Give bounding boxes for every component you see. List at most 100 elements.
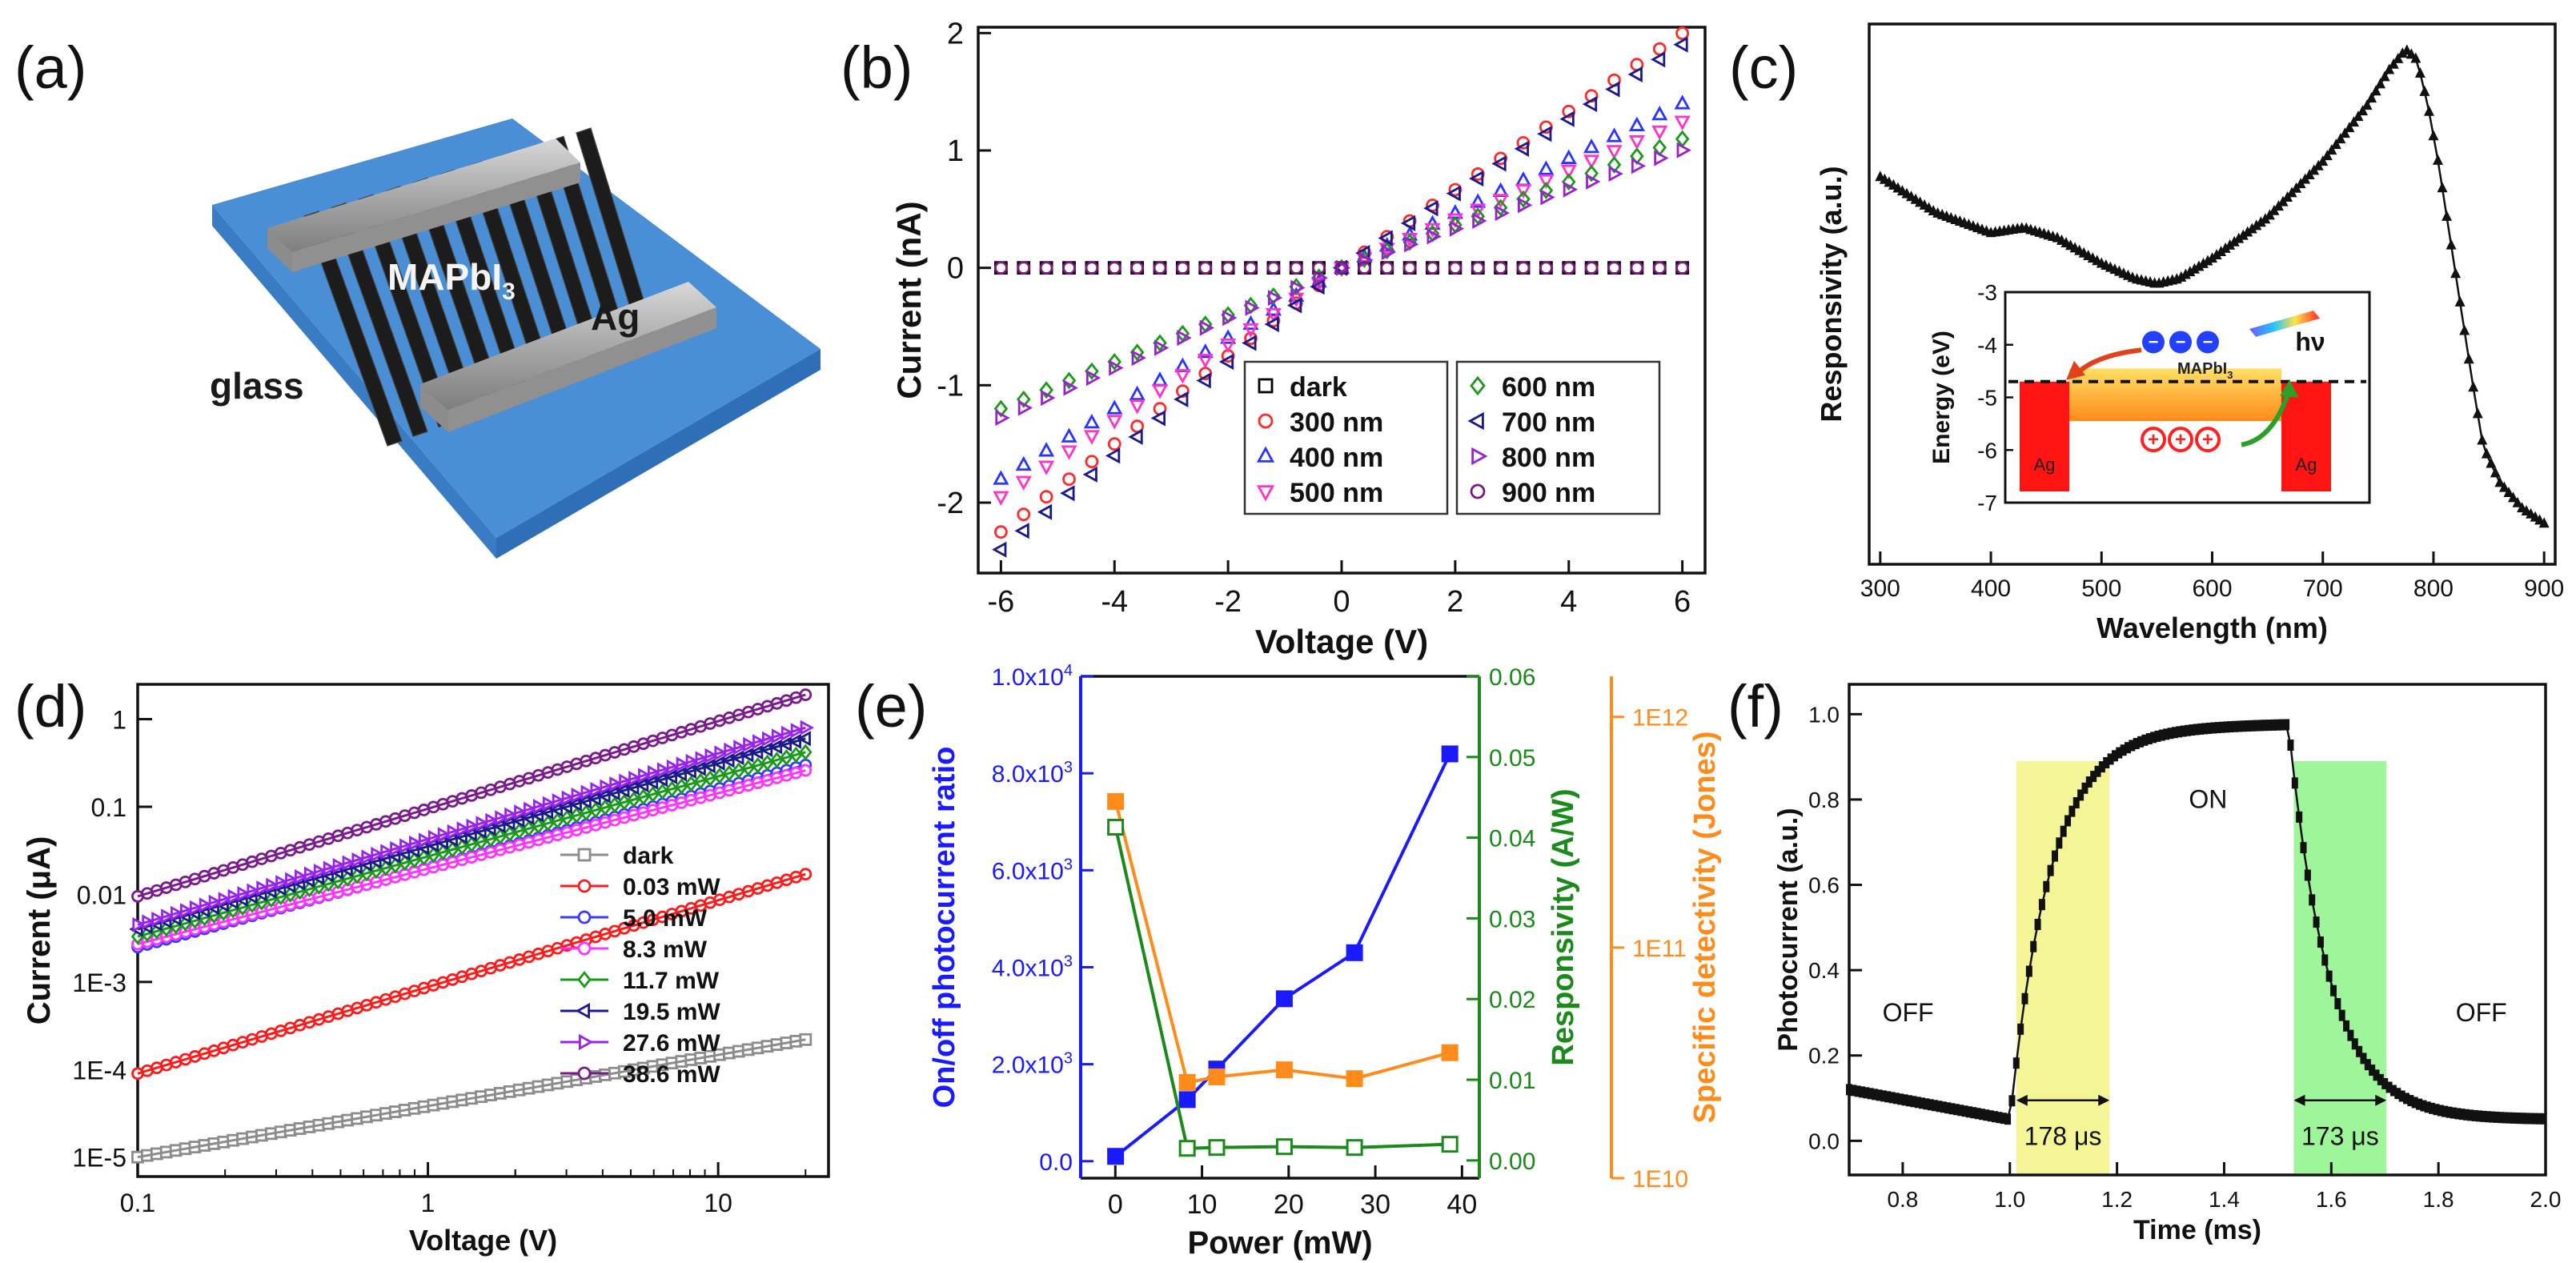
data-point [1061, 371, 1077, 390]
data-point [1402, 261, 1417, 275]
hole-sign: + [2148, 429, 2159, 451]
data-point [1153, 334, 1167, 352]
legend-label: 0.03 mW [623, 874, 720, 900]
data-point [1290, 279, 1306, 296]
data-point [1085, 261, 1099, 275]
series-line [137, 693, 806, 898]
electron [2197, 331, 2219, 354]
y-axis-label: Responsivity (a.u.) [1815, 166, 1848, 422]
data-point [1197, 343, 1214, 359]
data-point [1242, 335, 1257, 351]
data-point [1038, 442, 1055, 457]
tick-exponent: 4 [1064, 662, 1073, 680]
data-point [1063, 379, 1078, 396]
y-tick-label: 0.4 [1808, 958, 1840, 983]
data-point [1242, 315, 1259, 331]
data-point [1607, 155, 1622, 174]
data-point [1131, 350, 1146, 367]
data-point [1583, 138, 1600, 154]
left-y-tick-label: 2.0x103 [992, 1050, 1073, 1079]
data-point [1085, 362, 1099, 380]
data-point [1514, 140, 1529, 157]
data-point [1221, 261, 1235, 275]
perovskite-stripe [303, 210, 403, 447]
data-point [1378, 230, 1393, 247]
series-800-nm [995, 142, 1691, 427]
x-tick-label: 700 [2303, 575, 2343, 602]
x-tick-label: 0.1 [120, 1189, 155, 1217]
series-responsivity [1107, 819, 1459, 1157]
mid-y-tick-label: 0.05 [1489, 745, 1535, 772]
data-point [1606, 127, 1623, 142]
data-point [1039, 490, 1053, 504]
data-point [1516, 261, 1531, 275]
data-point [1448, 261, 1463, 275]
series-on-off-ratio [1107, 745, 1459, 1165]
panel-label-f: (f) [1727, 673, 1784, 740]
y-tick-label: 2 [947, 17, 964, 50]
band-label: MAPbI3 [2177, 360, 2233, 381]
x-tick-label: 1.6 [2316, 1187, 2347, 1212]
series-11.7-mW [130, 744, 813, 945]
data-point [1178, 1140, 1196, 1157]
data-point [1177, 330, 1192, 347]
data-point [1631, 158, 1647, 174]
tick-exponent: 3 [1064, 1050, 1073, 1068]
y-tick-label: 0.8 [1808, 788, 1840, 812]
left-y-tick-label: 0.0 [1039, 1149, 1073, 1176]
data-point [1471, 261, 1485, 275]
legend-marker [1256, 485, 1275, 502]
y-tick-label: 0.1 [91, 793, 126, 822]
chart-spectral-responsivity: 300 400 500 600 700 800 900 Wavelength (nm) Resp… [1815, 22, 2564, 644]
data-point [1196, 372, 1211, 389]
data-point [1516, 190, 1531, 208]
data-point [1607, 261, 1621, 275]
data-point [1178, 1073, 1196, 1091]
x-tick-label: 10 [1187, 1189, 1218, 1220]
series-line [137, 872, 806, 1075]
inset-y-tick-label: -6 [1977, 438, 1997, 463]
data-point [1563, 181, 1579, 198]
data-point [1174, 391, 1189, 408]
series-line [1880, 49, 2545, 525]
legend-label: 19.5 mW [623, 999, 720, 1025]
chart-transient-response: 0.8 1.0 1.2 1.4 1.6 1.8 2.0 0.0 0.2 0.4 0.6 0.8 1.0 T… [1773, 683, 2561, 1245]
data-point [1515, 171, 1532, 186]
data-point [1061, 427, 1077, 443]
data-point [1494, 261, 1508, 275]
tick-exponent: 3 [1064, 952, 1073, 970]
off-label-right: OFF [2456, 998, 2507, 1027]
data-point [1085, 370, 1101, 387]
right-y-axis-label: Specific detectivity (Jones) [1688, 732, 1722, 1124]
data-point [1105, 447, 1121, 464]
y-axis-label: Current (nA) [890, 201, 928, 399]
legend-label: 500 nm [1290, 478, 1383, 508]
series-line [1113, 800, 1451, 1085]
data-point [1275, 1061, 1293, 1079]
band-label-main: MAPbI [2177, 360, 2227, 378]
data-point [1242, 323, 1259, 339]
x-axis-label: Power (mW) [1187, 1225, 1372, 1261]
rise-time-label: 178 μs [2024, 1122, 2102, 1151]
y-tick-label: -2 [937, 487, 964, 520]
data-point [1380, 261, 1394, 275]
data-point [1674, 115, 1691, 130]
on-label: ON [2189, 785, 2227, 814]
data-point [1178, 1091, 1196, 1109]
data-point [1491, 155, 1507, 172]
x-tick-label: 600 [2192, 575, 2232, 602]
data-point [1605, 81, 1620, 98]
data-point [1017, 399, 1033, 416]
data-point [1336, 259, 1351, 276]
inset-y-axis-label: Energy (eV) [1928, 331, 1955, 464]
off-label-left: OFF [1883, 998, 1934, 1027]
panel-labels: (a) (b) (c) (d) (e) (f) [14, 34, 1798, 740]
perovskite-stripe [331, 202, 428, 437]
left-y-tick-label: 1.0x104 [992, 662, 1073, 691]
data-point [1222, 310, 1238, 327]
data-point [1537, 126, 1552, 142]
data-point [1109, 359, 1124, 376]
data-point [1041, 390, 1056, 407]
hole [2168, 427, 2193, 453]
data-point [1652, 261, 1667, 275]
